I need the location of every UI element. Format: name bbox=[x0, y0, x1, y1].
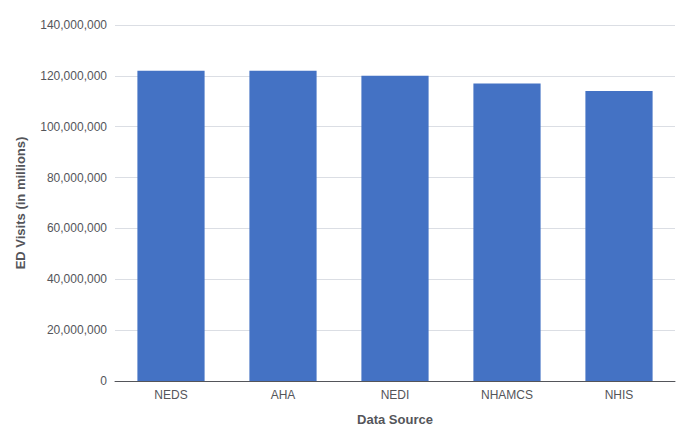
svg-text:80,000,000: 80,000,000 bbox=[47, 171, 107, 185]
svg-text:NHIS: NHIS bbox=[605, 388, 634, 402]
svg-text:NEDS: NEDS bbox=[154, 388, 187, 402]
svg-text:20,000,000: 20,000,000 bbox=[47, 323, 107, 337]
svg-text:ED Visits (in millions): ED Visits (in millions) bbox=[13, 137, 28, 270]
svg-text:40,000,000: 40,000,000 bbox=[47, 272, 107, 286]
svg-text:100,000,000: 100,000,000 bbox=[40, 120, 107, 134]
svg-text:140,000,000: 140,000,000 bbox=[40, 18, 107, 32]
svg-text:120,000,000: 120,000,000 bbox=[40, 69, 107, 83]
svg-text:0: 0 bbox=[100, 374, 107, 388]
svg-text:NHAMCS: NHAMCS bbox=[481, 388, 533, 402]
svg-text:AHA: AHA bbox=[271, 388, 296, 402]
svg-text:NEDI: NEDI bbox=[381, 388, 410, 402]
svg-text:Data Source: Data Source bbox=[357, 412, 433, 427]
svg-text:60,000,000: 60,000,000 bbox=[47, 221, 107, 235]
